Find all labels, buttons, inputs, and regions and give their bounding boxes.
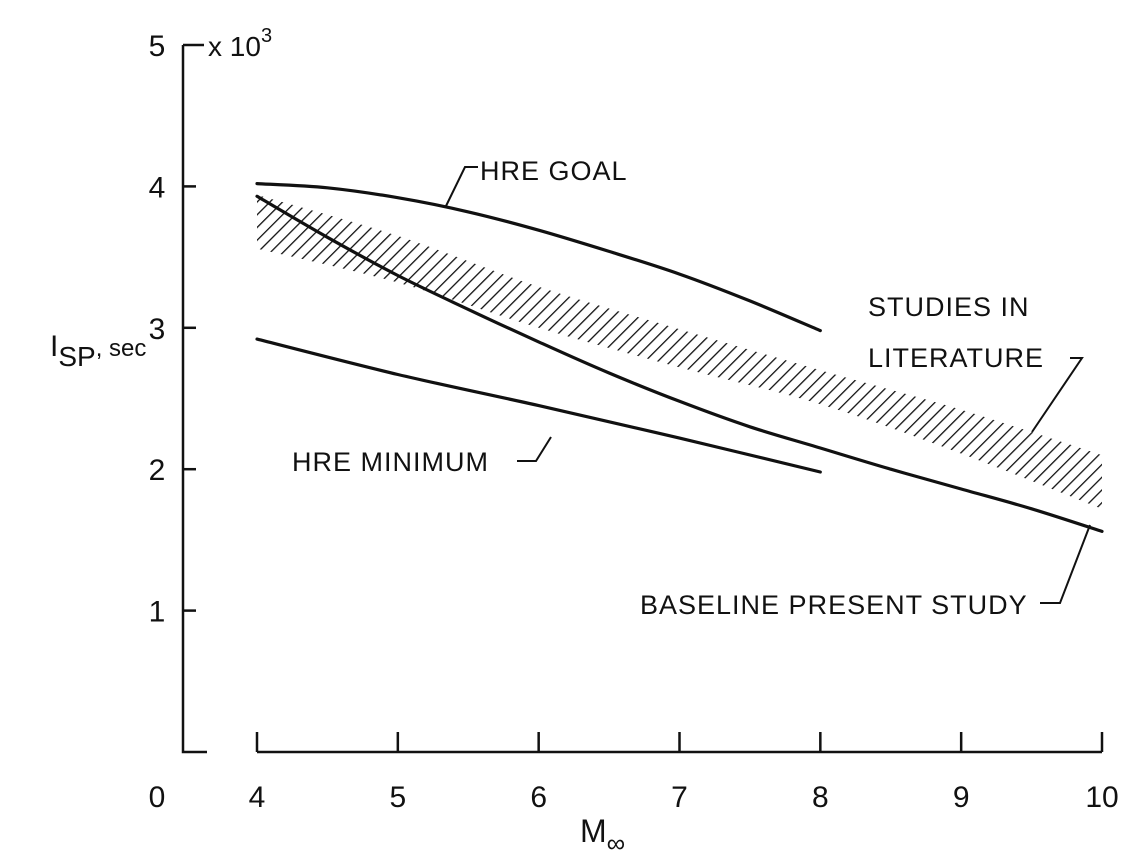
y-tick-label: 1 (149, 596, 166, 629)
baseline-present-study-line (255, 194, 1104, 533)
studies-in-literature-band (257, 194, 1102, 509)
hre-goal-label: HRE GOAL (480, 156, 628, 186)
minimum-leader (517, 436, 552, 462)
y-axis-label: ISP, sec (50, 330, 146, 372)
y-tick-label: 5 (149, 30, 166, 63)
studies-in-literature-label-line1: STUDIES IN (868, 292, 1030, 322)
curves (255, 182, 1104, 533)
baseline-present-study-label: BASELINE PRESENT STUDY (640, 590, 1028, 620)
x-ticks: 4 5 6 7 8 9 10 (249, 732, 1119, 814)
y-tick-label: 4 (149, 171, 166, 204)
y-origin-label: 0 (149, 781, 166, 814)
y-ticks: 1 2 3 4 5 (149, 30, 204, 629)
y-axis (181, 45, 207, 754)
hre-minimum-line (255, 337, 822, 474)
x-tick-label: 5 (389, 781, 406, 814)
hre-minimum-label: HRE MINIMUM (292, 447, 489, 477)
y-tick-label: 2 (149, 454, 166, 487)
y-axis-label-sub: SP (58, 341, 95, 372)
x-axis-label-sub: ∞ (607, 828, 626, 858)
hre-goal-line (255, 182, 822, 333)
studies-in-literature-label-line2: LITERATURE (868, 343, 1044, 373)
x-axis-label: M∞ (580, 813, 625, 858)
x-tick-label: 7 (671, 781, 688, 814)
goal-leader (445, 166, 478, 207)
y-multiplier: x 103 (208, 25, 272, 62)
y-tick-label: 3 (149, 313, 166, 346)
x-tick-label: 10 (1085, 781, 1118, 814)
x-tick-label: 8 (812, 781, 829, 814)
y-multiplier-exponent: 3 (261, 25, 272, 47)
y-axis-label-unit: , sec (96, 335, 147, 362)
x-tick-label: 4 (249, 781, 266, 814)
baseline-leader (1040, 524, 1091, 604)
literature-leader (1031, 357, 1084, 433)
x-tick-label: 6 (530, 781, 547, 814)
x-tick-label: 9 (953, 781, 970, 814)
